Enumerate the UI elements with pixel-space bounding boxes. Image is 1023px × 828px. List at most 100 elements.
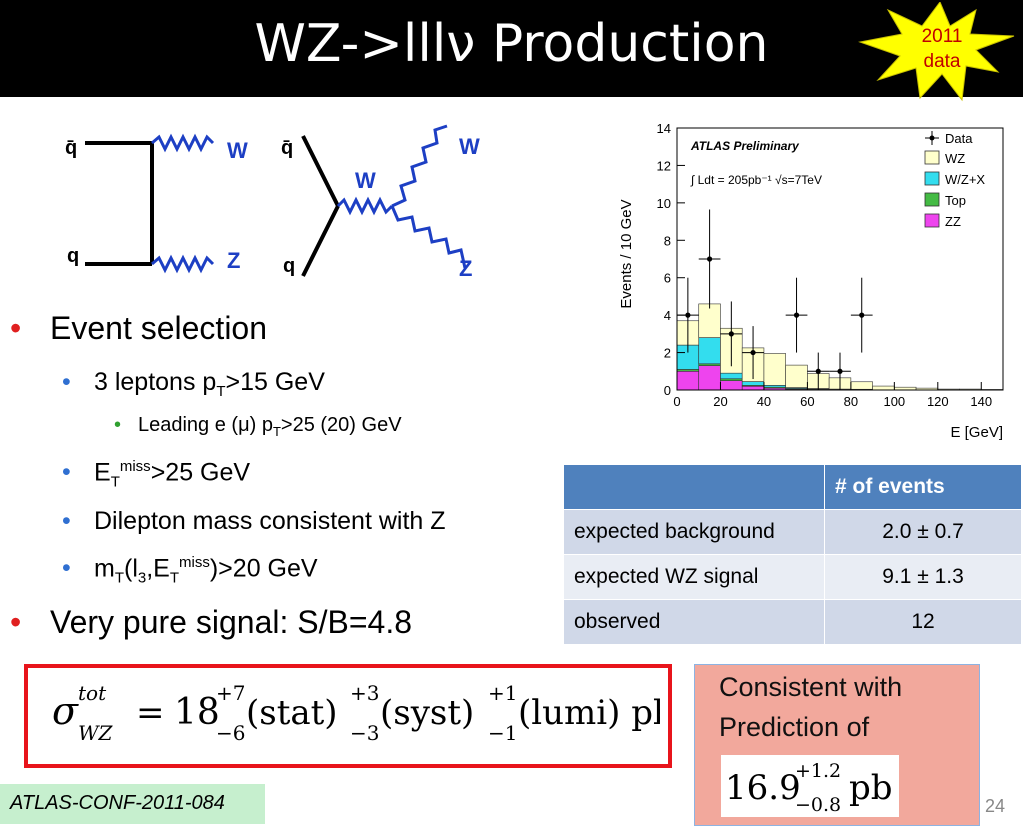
data-point bbox=[837, 368, 843, 374]
table-header-cell: # of events bbox=[824, 464, 1022, 510]
stack-bar-zz bbox=[720, 380, 743, 391]
svg-text:σ: σ bbox=[52, 689, 79, 733]
x-tick-label: 100 bbox=[883, 394, 905, 409]
bullet-list: • Event selection • 3 leptons pT>15 GeV … bbox=[0, 300, 560, 650]
legend-label: WZ bbox=[945, 151, 965, 166]
t-channel-diagram: q̄ q W Z bbox=[65, 133, 248, 274]
stack-bar-wz bbox=[872, 385, 895, 391]
slide-title: WZ->lllν Production bbox=[254, 14, 769, 74]
legend-swatch bbox=[924, 171, 940, 186]
legend-label: ZZ bbox=[945, 214, 961, 229]
prediction-value-box: 16.9 +1.2 −0.8 pb bbox=[721, 755, 899, 817]
w-boson-line bbox=[151, 133, 215, 153]
svg-text:−3: −3 bbox=[350, 721, 379, 745]
label-qbar-right: q̄ bbox=[281, 137, 293, 159]
stack-bar-wz bbox=[763, 353, 786, 386]
bullet-met-cut: ETmiss>25 GeV bbox=[94, 458, 251, 491]
cross-section-formula: σ tot WZ = 18 +7 −6 (stat) +3 −3 (syst) … bbox=[52, 681, 660, 745]
svg-text:−0.8: −0.8 bbox=[795, 794, 841, 816]
prediction-line2: Prediction of bbox=[719, 712, 870, 742]
w-out-line bbox=[391, 124, 448, 208]
y-tick-label: 14 bbox=[657, 121, 671, 136]
legend-label: W/Z+X bbox=[945, 172, 985, 187]
stack-bar-zz bbox=[741, 385, 765, 391]
data-point bbox=[815, 368, 821, 374]
label-qbar-left: q̄ bbox=[65, 137, 77, 159]
label-z-left: Z bbox=[227, 248, 240, 273]
y-tick-label: 12 bbox=[657, 158, 671, 173]
prediction-formula: 16.9 +1.2 −0.8 pb bbox=[725, 760, 893, 816]
y-tick-label: 6 bbox=[664, 271, 671, 286]
svg-text:+1: +1 bbox=[488, 681, 517, 705]
data-point bbox=[859, 312, 865, 318]
table-cell-label: expected WZ signal bbox=[563, 554, 825, 600]
legend-swatch bbox=[924, 192, 940, 207]
starburst-badge bbox=[858, 2, 1015, 102]
stack-bar-wz bbox=[850, 381, 873, 390]
bullet-dot: • bbox=[62, 507, 71, 535]
label-q-left: q bbox=[67, 245, 79, 267]
table-header-row: # of events bbox=[563, 464, 1022, 510]
badge-line2: data bbox=[923, 51, 961, 72]
table-cell-label: expected background bbox=[563, 509, 825, 555]
bullet-dot: • bbox=[10, 604, 22, 640]
legend-label: Top bbox=[945, 193, 966, 208]
bullet-dot: • bbox=[114, 414, 122, 436]
legend-data-marker bbox=[929, 135, 935, 141]
bullet-dot: • bbox=[10, 310, 22, 346]
table-cell-value: 12 bbox=[824, 599, 1022, 645]
stack-bar-zz bbox=[698, 365, 721, 391]
svg-text:+3: +3 bbox=[350, 681, 379, 705]
data-point bbox=[793, 312, 800, 318]
svg-text:(lumi) pb: (lumi) pb bbox=[518, 693, 660, 733]
x-tick-label: 0 bbox=[673, 394, 680, 409]
x-tick-label: 80 bbox=[844, 394, 858, 409]
svg-text:16.9: 16.9 bbox=[725, 768, 801, 808]
svg-text:18: 18 bbox=[174, 692, 220, 733]
stack-bar-wz bbox=[785, 364, 808, 388]
badge-line1: 2011 bbox=[921, 26, 963, 47]
table-row: expected WZ signal 9.1 ± 1.3 bbox=[563, 554, 1022, 600]
w-propagator-line bbox=[336, 196, 394, 216]
table-cell-value: 2.0 ± 0.7 bbox=[824, 509, 1022, 555]
conference-note-reference: ATLAS-CONF-2011-084 bbox=[10, 792, 225, 814]
y-tick-label: 10 bbox=[657, 196, 671, 211]
bullet-leading-lepton: Leading e (μ) pT>25 (20) GeV bbox=[138, 414, 402, 439]
bullet-transverse-mass: mT(l3,ETmiss)>20 GeV bbox=[94, 554, 318, 587]
atlas-label: ATLAS Preliminary bbox=[690, 139, 800, 153]
label-w-propagator: W bbox=[355, 168, 376, 193]
x-tick-label: 40 bbox=[757, 394, 771, 409]
reference-box: ATLAS-CONF-2011-084 bbox=[0, 784, 265, 824]
table-cell-value: 9.1 ± 1.3 bbox=[824, 554, 1022, 600]
page-number: 24 bbox=[985, 796, 1006, 816]
table-row: expected background 2.0 ± 0.7 bbox=[563, 509, 1022, 555]
svg-text:=: = bbox=[136, 693, 165, 733]
badge-text: 2011 data bbox=[900, 24, 984, 74]
y-axis-label: Events / 10 GeV bbox=[618, 199, 635, 308]
x-tick-label: 20 bbox=[713, 394, 727, 409]
data-point bbox=[750, 349, 756, 356]
x-tick-label: 60 bbox=[800, 394, 814, 409]
svg-text:(syst): (syst) bbox=[380, 693, 474, 733]
label-z-right: Z bbox=[459, 256, 472, 281]
prediction-text: Consistent with Prediction of bbox=[719, 667, 902, 747]
stack-bar-zz bbox=[676, 370, 700, 391]
x-axis-label: E [GeV] bbox=[950, 424, 1003, 441]
stack-bar-wz bbox=[698, 303, 721, 338]
table-row: observed 12 bbox=[563, 599, 1022, 645]
prediction-line1: Consistent with bbox=[719, 672, 903, 702]
feynman-diagrams: q̄ q W Z q̄ q W W Z bbox=[65, 124, 480, 281]
prediction-box: Consistent with Prediction of 16.9 +1.2 … bbox=[694, 664, 980, 826]
svg-text:−1: −1 bbox=[488, 721, 517, 745]
bullet-dot: • bbox=[62, 368, 71, 396]
cross-section-box: σ tot WZ = 18 +7 −6 (stat) +3 −3 (syst) … bbox=[24, 664, 672, 768]
events-table: # of events expected background 2.0 ± 0.… bbox=[563, 464, 1022, 645]
bullet-dilepton-mass: Dilepton mass consistent with Z bbox=[94, 507, 446, 535]
y-tick-label: 0 bbox=[664, 383, 671, 398]
y-tick-label: 8 bbox=[664, 233, 671, 248]
y-tick-label: 4 bbox=[664, 308, 671, 323]
legend-swatch bbox=[924, 213, 940, 228]
label-w-left: W bbox=[227, 138, 248, 163]
x-tick-label: 140 bbox=[970, 394, 992, 409]
